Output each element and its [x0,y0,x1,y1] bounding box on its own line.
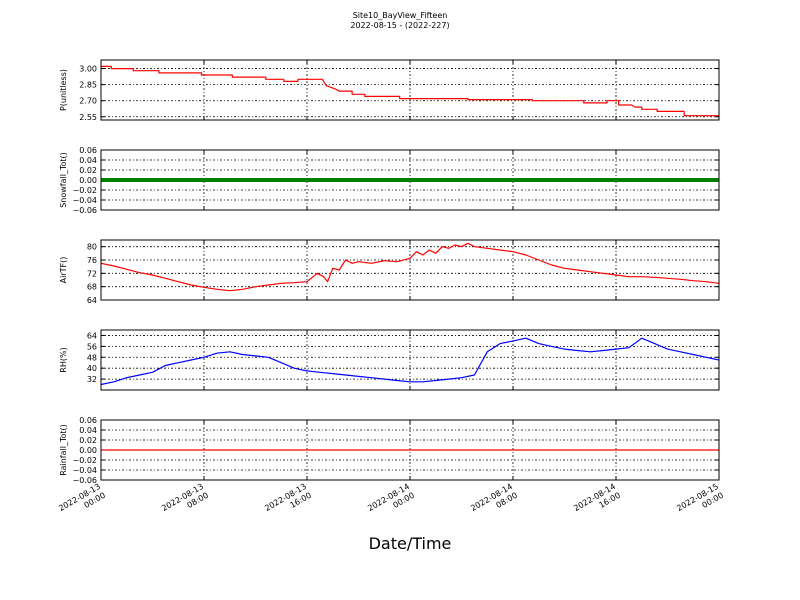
panel-1-ytick-label-5: −0.04 [72,196,97,205]
panel-2-ytick-label-1: 76 [87,256,97,265]
panel-1-frame [100,149,720,211]
x-tick-label-4: 2022-08-1408:00 [469,482,519,522]
panel-1-ytick-label-4: −0.02 [72,186,97,195]
panel-3-ytick-label-0: 64 [87,331,97,340]
panel-3-series-0-line [100,337,720,386]
x-tick-label-1: 2022-08-1308:00 [160,482,210,522]
x-tick-label-3: 2022-08-1400:00 [366,482,416,522]
panel-2-ylabel: AirTF() [59,257,68,284]
panel-0-ylabel: P(unitless) [59,69,68,111]
panel-0-ytick-label-1: 2.85 [79,81,97,90]
x-tick-label-2: 2022-08-1316:00 [263,482,313,522]
panel-0-ytick-label-2: 2.70 [79,97,97,106]
panel-1-ytick-label-0: 0.06 [79,146,97,155]
panel-3-ytick-label-2: 48 [87,353,97,362]
chart-subtitle: 2022-08-15 - (2022-227) [350,21,450,30]
panel-1-ytick-label-3: 0.00 [79,176,97,185]
panel-2-ytick-label-2: 72 [87,269,97,278]
panel-1-ytick-label-2: 0.02 [79,166,97,175]
x-tick-label-6: 2022-08-1500:00 [675,482,725,522]
panel-4-ytick-label-6: −0.06 [72,476,97,485]
panel-4-ytick-label-5: −0.04 [72,466,97,475]
x-tick-label-0: 2022-08-1300:00 [57,482,107,522]
panel-0-frame [100,59,720,121]
panel-3-ylabel: RH(%) [59,347,68,372]
panel-3-ytick-label-4: 32 [87,375,97,384]
panel-3-frame [100,329,720,391]
panel-0-series-0-line [101,65,719,117]
panel-3-ytick-label-3: 40 [87,364,97,373]
panel-2-ytick-label-4: 64 [87,296,97,305]
panel-2-frame [100,239,720,301]
x-tick-label-5: 2022-08-1416:00 [572,482,622,522]
panel-4-ylabel: Rainfall_Tot() [59,424,68,476]
panel-4-ytick-label-2: 0.02 [79,436,97,445]
panel-2-series-0-line [100,242,720,292]
panel-4-ytick-label-1: 0.04 [79,426,97,435]
panel-2-ytick-label-3: 68 [87,283,97,292]
panel-4-frame [100,419,720,481]
x-axis-label: Date/Time [368,534,452,553]
panel-0-ytick-label-0: 3.00 [79,65,97,74]
panel-1-ytick-label-1: 0.04 [79,156,97,165]
panel-4-ytick-label-0: 0.06 [79,416,97,425]
panel-4-ytick-label-4: −0.02 [72,456,97,465]
panel-1-ytick-label-6: −0.06 [72,206,97,215]
chart-title: Site10_BayView_Fifteen [352,11,448,20]
panel-1-ylabel: Snowfall_Tot() [59,152,68,208]
panel-2-ytick-label-0: 80 [87,243,97,252]
panel-3-ytick-label-1: 56 [87,342,97,351]
panel-4-ytick-label-3: 0.00 [79,446,97,455]
panel-0-ytick-label-3: 2.55 [79,113,97,122]
